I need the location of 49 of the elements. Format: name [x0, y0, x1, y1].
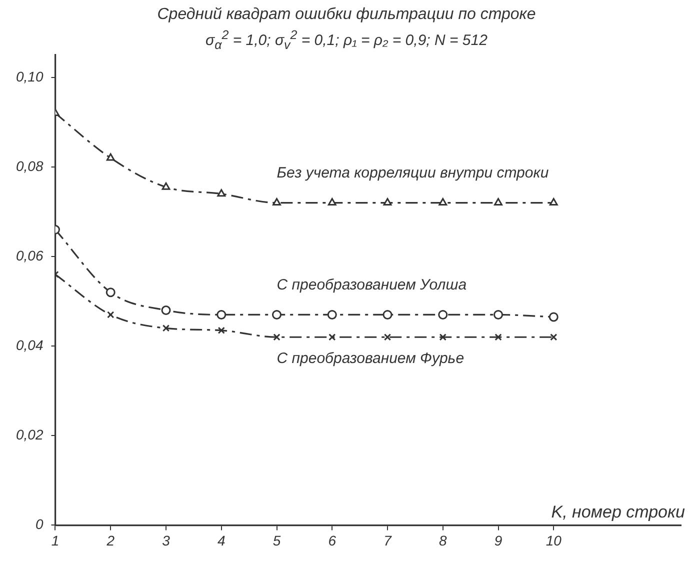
point	[216, 310, 226, 320]
x-tick-label: 10	[546, 532, 562, 548]
chart-subtitle: σ$_{α}$$^{2}$ = 1,0; σ$_{v}$$^{2}$ = 0,1; ρ₁ = ρ₂ = 0,9; N = 512	[204, 28, 488, 52]
y-tick-label: 0,04	[16, 336, 44, 353]
chart-title: Средний квадрат ошибки фильтрации по строке	[156, 6, 537, 24]
point	[550, 334, 558, 341]
point	[494, 198, 502, 206]
point	[494, 310, 504, 320]
point	[162, 324, 170, 332]
series-label: С преобразованием Уолша	[276, 276, 467, 294]
x-tick-label: 5	[272, 532, 281, 548]
x-tick-label: 4	[217, 532, 226, 548]
series-label: С преобразованием Фурье	[276, 350, 464, 367]
x-tick-label: 9	[494, 532, 502, 548]
point	[218, 326, 225, 334]
point	[438, 310, 448, 320]
point	[273, 334, 280, 341]
point	[161, 306, 171, 315]
point	[328, 334, 336, 341]
point	[272, 198, 281, 206]
point	[328, 198, 336, 206]
x-tick-label: 2	[106, 532, 115, 548]
point	[107, 311, 114, 318]
point	[494, 334, 502, 341]
point	[382, 310, 392, 320]
x-tick-label: 1	[51, 532, 60, 548]
y-tick-label: 0,10	[16, 68, 44, 84]
y-tick-label: 0,02	[16, 426, 44, 443]
x-tick-label: 3	[162, 532, 170, 548]
x-tick-label: 8	[438, 532, 447, 548]
y-tick-label: 0,08	[16, 158, 44, 174]
point	[548, 312, 558, 322]
point	[162, 182, 170, 190]
point	[327, 310, 337, 320]
point	[272, 310, 282, 320]
point	[106, 153, 115, 161]
series-label: Без учета корреляции внутри строки	[276, 164, 550, 182]
x-tick-label: 7	[384, 532, 393, 548]
x-axis-title: K, номер строки	[551, 502, 686, 522]
point	[438, 198, 448, 206]
point	[217, 189, 226, 197]
point	[106, 288, 116, 298]
point	[549, 198, 558, 206]
x-tick-label: 6	[328, 532, 336, 548]
point	[383, 198, 392, 206]
y-tick-label: 0	[35, 516, 44, 532]
y-tick-label: 0,06	[16, 247, 44, 264]
point	[384, 334, 392, 341]
point	[439, 334, 446, 341]
